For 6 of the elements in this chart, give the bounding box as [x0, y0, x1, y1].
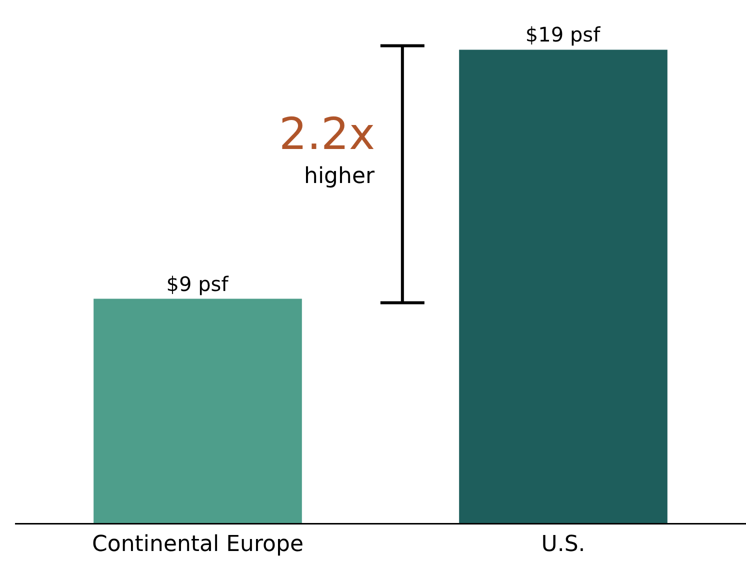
- annotation: higher: [304, 164, 376, 189]
- x-tick-label: U.S.: [541, 532, 586, 557]
- data-label: $19 psf: [525, 22, 602, 47]
- data-label: $9 psf: [166, 272, 230, 296]
- x-tick-label: Continental Europe: [92, 532, 304, 557]
- annotation: 2.2x: [279, 109, 376, 160]
